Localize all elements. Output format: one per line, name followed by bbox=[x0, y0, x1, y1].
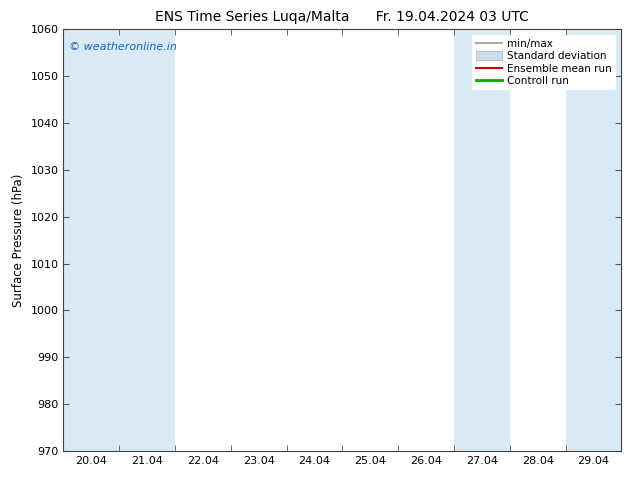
Text: © weatheronline.in: © weatheronline.in bbox=[69, 42, 177, 52]
Legend: min/max, Standard deviation, Ensemble mean run, Controll run: min/max, Standard deviation, Ensemble me… bbox=[472, 35, 616, 90]
Y-axis label: Surface Pressure (hPa): Surface Pressure (hPa) bbox=[12, 173, 25, 307]
Title: ENS Time Series Luqa/Malta      Fr. 19.04.2024 03 UTC: ENS Time Series Luqa/Malta Fr. 19.04.202… bbox=[155, 10, 529, 24]
Bar bbox=[454, 29, 510, 451]
Bar bbox=[119, 29, 175, 451]
Bar bbox=[566, 29, 621, 451]
Bar bbox=[63, 29, 119, 451]
